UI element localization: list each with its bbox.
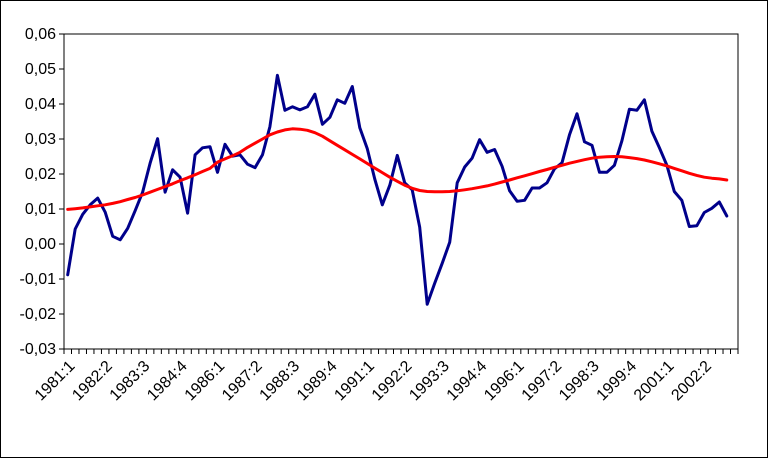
x-tick-label: 1984:4 <box>144 358 191 405</box>
y-tick-label: 0,06 <box>25 26 56 43</box>
y-tick-label: -0,02 <box>20 306 57 323</box>
x-tick-label: 1998:3 <box>556 358 603 405</box>
x-tick-label: 2001:1 <box>631 358 678 405</box>
y-tick-label: 0,02 <box>25 166 56 183</box>
y-tick-label: 0,05 <box>25 61 56 78</box>
y-tick-label: -0,03 <box>20 341 57 358</box>
y-tick-label: 0,01 <box>25 201 56 218</box>
y-tick-label: -0,01 <box>20 271 57 288</box>
x-tick-label: 1981:1 <box>32 358 79 405</box>
series-line-blue <box>66 73 729 306</box>
x-tick-label: 1997:2 <box>519 358 566 405</box>
y-tick-label: 0,00 <box>25 236 56 253</box>
x-tick-label: 1983:3 <box>107 358 154 405</box>
x-tick-label: 1993:3 <box>406 358 453 405</box>
series-line-red <box>66 127 729 211</box>
x-tick-label: 1994:4 <box>444 358 491 405</box>
x-tick-label: 1992:2 <box>369 358 416 405</box>
x-tick-label: 1989:4 <box>294 358 341 405</box>
x-tick-label: 1996:1 <box>481 358 528 405</box>
x-tick-label: 1991:1 <box>331 358 378 405</box>
x-tick-label: 1987:2 <box>219 358 266 405</box>
y-tick-label: 0,04 <box>25 96 56 113</box>
x-tick-label: 1999:4 <box>594 358 641 405</box>
y-tick-label: 0,03 <box>25 131 56 148</box>
x-tick-label: 2002:2 <box>668 358 715 405</box>
x-tick-label: 1986:1 <box>182 358 229 405</box>
x-tick-label: 1988:3 <box>257 358 304 405</box>
x-tick-label: 1982:2 <box>69 358 116 405</box>
